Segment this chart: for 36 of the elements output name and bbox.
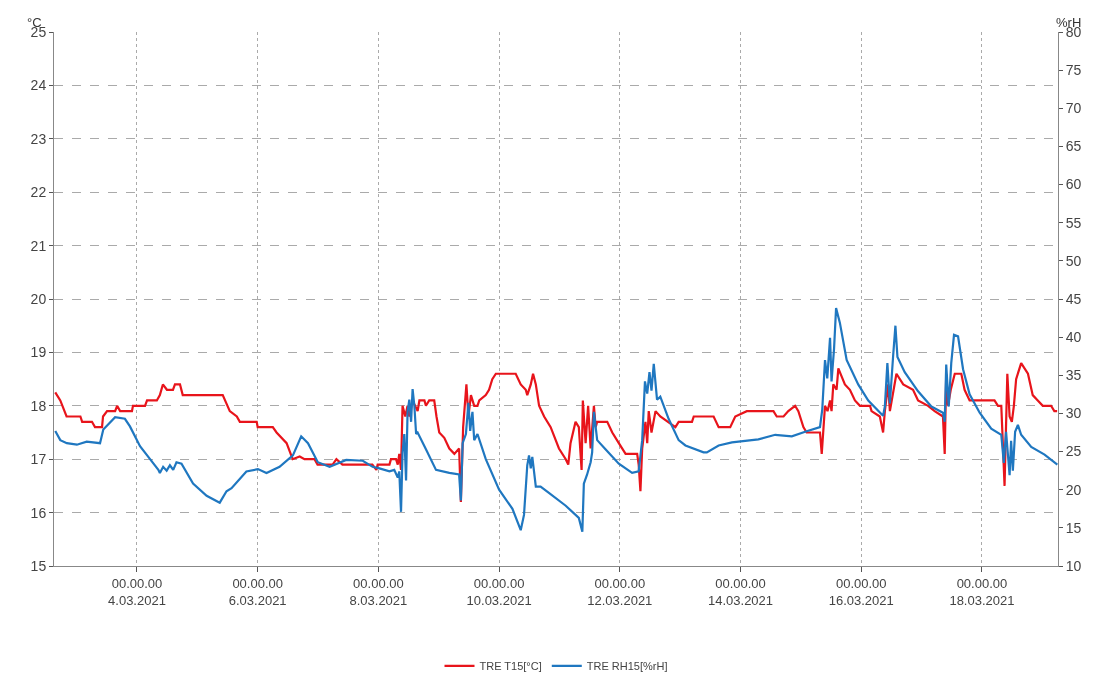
x-tick-label: 00.00.00 6.03.2021 <box>228 575 287 608</box>
y2-tick-label: 35 <box>1065 367 1082 384</box>
legend-label: TRE RH15[%rH] <box>586 660 668 673</box>
y2-tick-label: 60 <box>1065 176 1082 193</box>
y2-tick-label: 15 <box>1065 519 1082 536</box>
line-series <box>54 361 1058 504</box>
y-tick-label: 23 <box>30 130 47 147</box>
x-tick-label: 00.00.00 16.03.2021 <box>828 575 894 608</box>
y2-tick-label: 50 <box>1065 252 1082 269</box>
y2-tick-label: 65 <box>1065 138 1082 155</box>
y2-tick-label: 55 <box>1065 214 1082 231</box>
y2-tick-label: 45 <box>1065 290 1082 307</box>
y-tick-label: 24 <box>30 77 47 94</box>
y-tick-label: 15 <box>30 557 47 574</box>
x-tick-label: 00.00.00 12.03.2021 <box>587 575 653 608</box>
y2-tick-label: 10 <box>1065 557 1082 574</box>
y2-tick-label: 40 <box>1065 329 1082 346</box>
y2-tick-label: 20 <box>1065 481 1082 498</box>
y2-tick-label: 30 <box>1065 405 1082 422</box>
y2-tick-label: 75 <box>1065 62 1082 79</box>
line-series <box>54 307 1058 533</box>
legend-label: TRE T15[°C] <box>479 660 542 673</box>
y2-tick-label: 25 <box>1065 443 1082 460</box>
y-tick-label: 20 <box>30 290 47 307</box>
y-tick-label: 16 <box>30 504 47 521</box>
y-tick-label: 17 <box>30 451 47 468</box>
y-tick-label: 19 <box>30 344 47 361</box>
y-tick-label: 18 <box>30 397 47 414</box>
x-tick-label: 00.00.00 8.03.2021 <box>349 575 408 608</box>
x-tick-label: 00.00.00 10.03.2021 <box>466 575 532 608</box>
x-tick-label: 00.00.00 18.03.2021 <box>949 575 1015 608</box>
y2-tick-label: 70 <box>1065 100 1082 117</box>
y-tick-label: 22 <box>30 184 47 201</box>
x-tick-label: 00.00.00 4.03.2021 <box>108 575 166 608</box>
y-tick-label: 21 <box>30 237 47 254</box>
x-tick-label: 00.00.00 14.03.2021 <box>707 575 774 608</box>
